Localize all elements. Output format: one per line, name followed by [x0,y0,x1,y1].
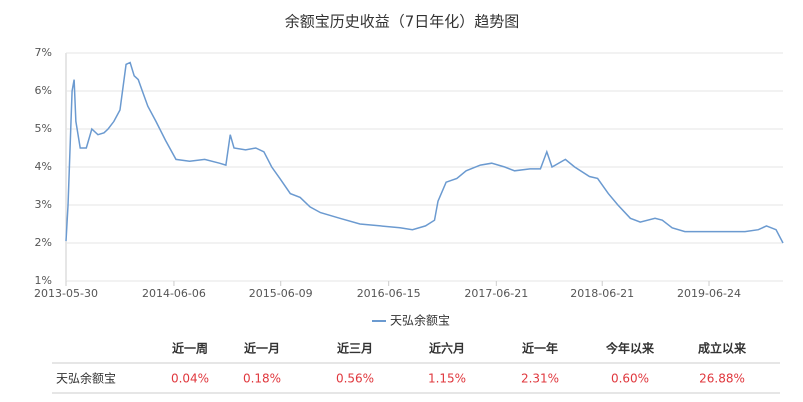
table-cell: 0.60% [611,372,649,386]
y-tick-label: 2% [35,236,52,249]
data-line [65,61,784,244]
table-header: 近一年 [522,341,558,356]
legend-label: 天弘余额宝 [390,313,450,328]
table-cell: 2.31% [521,372,559,386]
row-name: 天弘余额宝 [56,371,116,386]
x-tick-label: 2018-06-21 [570,287,634,300]
table-header: 近三月 [337,341,373,356]
x-tick-label: 2014-06-06 [142,287,206,300]
x-tick-label: 2017-06-21 [464,287,528,300]
y-tick-label: 6% [35,84,52,97]
table-header: 近六月 [429,341,465,356]
table-header: 近一月 [244,341,280,356]
chart-title: 余额宝历史收益（7日年化）趋势图 [285,13,520,31]
table-cell: 0.18% [243,372,281,386]
x-tick-label: 2015-06-09 [249,287,313,300]
table-cell: 1.15% [428,372,466,386]
x-tick-label: 2016-06-15 [357,287,421,300]
y-tick-label: 1% [35,274,52,287]
table-cell: 0.04% [171,372,209,386]
table-header: 今年以来 [605,341,655,356]
table-cell: 26.88% [699,372,745,386]
x-tick-label: 2013-05-30 [34,287,98,300]
y-tick-label: 3% [35,198,52,211]
y-tick-label: 4% [35,160,52,173]
table-cell: 0.56% [336,372,374,386]
table-header: 成立以来 [698,341,747,356]
x-tick-label: 2019-06-24 [677,287,741,300]
y-tick-label: 7% [35,46,52,59]
table-header: 近一周 [172,341,208,356]
y-tick-label: 5% [35,122,52,135]
